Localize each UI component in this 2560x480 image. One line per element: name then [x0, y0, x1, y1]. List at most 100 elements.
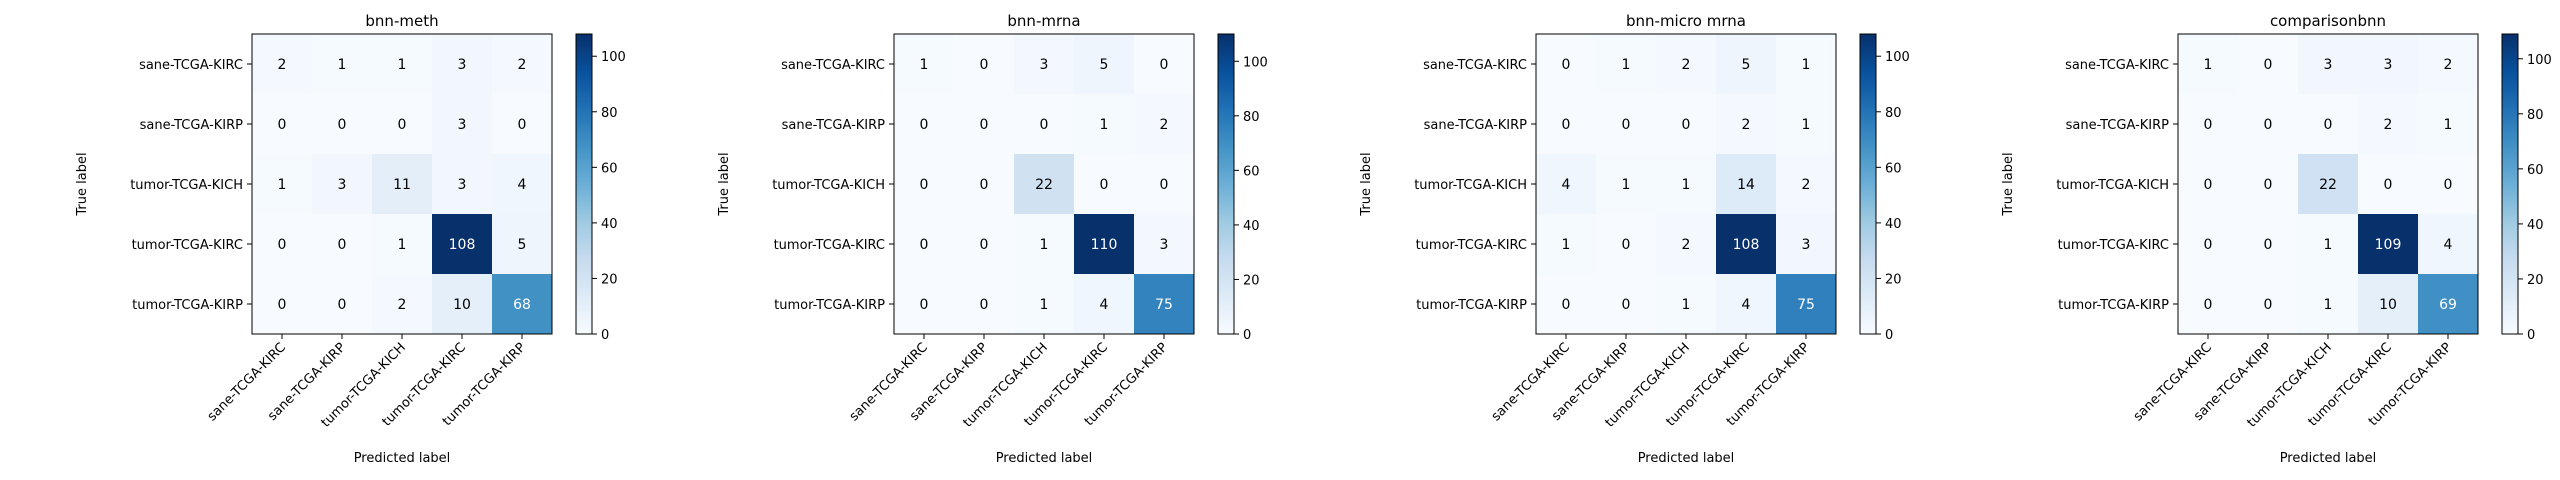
chart-title: comparisonbnn [2270, 12, 2386, 30]
heatmap-cell [312, 34, 372, 94]
cell-value-label: 5 [518, 237, 527, 253]
cell-value-label: 4 [2444, 237, 2453, 253]
heatmap-cell [1074, 154, 1134, 214]
cell-value-label: 0 [980, 177, 989, 193]
cell-value-label: 0 [2204, 297, 2213, 313]
colorbar-tick-label: 40 [1243, 219, 1260, 234]
heatmap-cell [2298, 214, 2358, 274]
cell-value-label: 1 [1682, 297, 1691, 313]
colorbar [575, 33, 593, 335]
y-tick-label: tumor-TCGA-KICH [1414, 178, 1527, 193]
cell-value-label: 3 [458, 117, 467, 133]
y-tick-label: tumor-TCGA-KIRC [2058, 238, 2169, 253]
heatmap-cell [2178, 274, 2238, 334]
y-tick-label: sane-TCGA-KIRC [781, 58, 885, 73]
heatmap-cell [372, 94, 432, 154]
chart-title: bnn-micro mrna [1626, 12, 1746, 30]
heatmap-cell [1596, 94, 1656, 154]
cell-value-label: 1 [278, 177, 287, 193]
heatmap-cell [252, 154, 312, 214]
heatmap-cell [1716, 274, 1776, 334]
cell-value-label: 0 [2444, 177, 2453, 193]
heatmap-cell [2418, 94, 2478, 154]
y-tick-label: sane-TCGA-KIRC [139, 58, 243, 73]
colorbar-tick-label: 20 [1243, 273, 1260, 288]
heatmap-cell [2418, 214, 2478, 274]
cell-value-label: 1 [1802, 57, 1811, 73]
heatmap-cell [1536, 34, 1596, 94]
cell-value-label: 1 [1802, 117, 1811, 133]
cell-value-label: 2 [518, 57, 527, 73]
cell-value-label: 0 [1562, 117, 1571, 133]
cell-value-label: 0 [980, 297, 989, 313]
y-tick-label: tumor-TCGA-KICH [772, 178, 885, 193]
heatmap-cell [432, 34, 492, 94]
cell-value-label: 1 [1622, 57, 1631, 73]
colorbar-tick-label: 100 [1885, 50, 1910, 65]
colorbar-tick-label: 100 [1243, 55, 1268, 70]
chart-title: bnn-meth [365, 12, 438, 30]
cell-value-label: 0 [278, 297, 287, 313]
cell-value-label: 5 [1742, 57, 1751, 73]
cell-value-label: 0 [338, 117, 347, 133]
cell-value-label: 1 [1622, 177, 1631, 193]
heatmap-cell [2178, 94, 2238, 154]
heatmap-cell [432, 214, 492, 274]
cell-value-label: 3 [338, 177, 347, 193]
y-tick-label: tumor-TCGA-KIRC [132, 238, 243, 253]
colorbar-tick-label: 80 [2527, 108, 2544, 123]
heatmap-cell [372, 214, 432, 274]
colorbar [2501, 33, 2519, 335]
colorbar-tick-label: 40 [601, 217, 618, 232]
heatmap-cell [1074, 34, 1134, 94]
cell-value-label: 109 [2375, 237, 2402, 253]
heatmap-cell [492, 154, 552, 214]
y-tick-label: sane-TCGA-KIRP [1424, 118, 1527, 133]
heatmap-cell [894, 34, 954, 94]
colorbar [1859, 33, 1877, 335]
cell-value-label: 68 [513, 297, 531, 313]
cell-value-label: 0 [278, 117, 287, 133]
heatmap-cell [1656, 154, 1716, 214]
colorbar-tick-label: 40 [2527, 218, 2544, 233]
colorbar-tick-label: 0 [1885, 328, 1893, 343]
cell-value-label: 0 [920, 297, 929, 313]
cell-value-label: 3 [458, 177, 467, 193]
heatmap-cell [954, 154, 1014, 214]
heatmap-cell [372, 274, 432, 334]
cell-value-label: 69 [2439, 297, 2457, 313]
cell-value-label: 0 [2204, 177, 2213, 193]
heatmap-cell [1536, 94, 1596, 154]
cell-value-label: 3 [2324, 57, 2333, 73]
cell-value-label: 3 [458, 57, 467, 73]
cell-value-label: 4 [1562, 177, 1571, 193]
heatmap-cell [954, 34, 1014, 94]
heatmap-cell [1074, 274, 1134, 334]
heatmap-cell [2418, 154, 2478, 214]
heatmap-cell [1014, 214, 1074, 274]
cell-value-label: 0 [980, 57, 989, 73]
cell-value-label: 2 [278, 57, 287, 73]
heatmap-cell [954, 214, 1014, 274]
heatmap-cell [252, 94, 312, 154]
heatmap-cell [2358, 94, 2418, 154]
cell-value-label: 0 [2264, 297, 2273, 313]
cell-value-label: 1 [338, 57, 347, 73]
cell-value-label: 1 [920, 57, 929, 73]
colorbar-tick-label: 60 [1885, 161, 1902, 176]
cell-value-label: 1 [398, 237, 407, 253]
y-axis-label: True label [717, 152, 732, 216]
y-tick-label: tumor-TCGA-KIRP [132, 298, 243, 313]
cell-value-label: 0 [1622, 297, 1631, 313]
cell-value-label: 3 [1160, 237, 1169, 253]
heatmap-cell [1596, 274, 1656, 334]
heatmap-cell [1776, 94, 1836, 154]
cell-value-label: 0 [1622, 117, 1631, 133]
heatmap-cell [372, 154, 432, 214]
y-tick-label: sane-TCGA-KIRC [1423, 58, 1527, 73]
cell-value-label: 75 [1155, 297, 1173, 313]
x-axis-label: Predicted label [2280, 451, 2377, 466]
heatmap-cell [1536, 154, 1596, 214]
cell-value-label: 0 [278, 237, 287, 253]
